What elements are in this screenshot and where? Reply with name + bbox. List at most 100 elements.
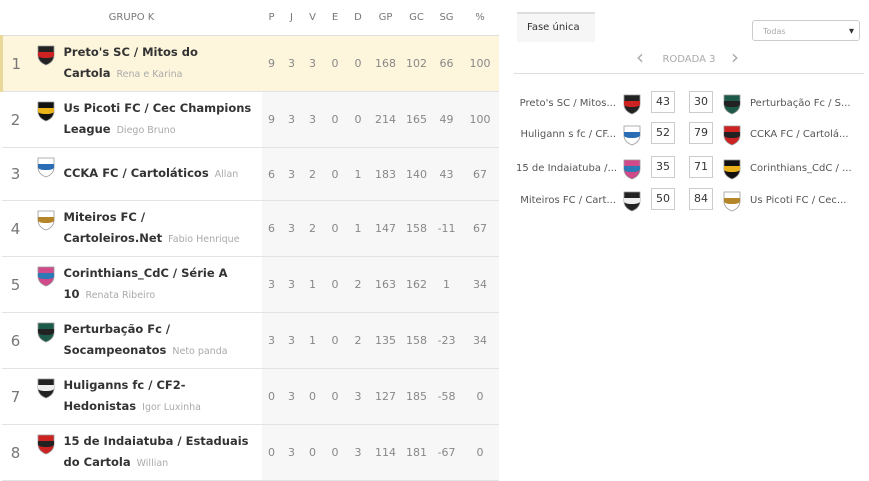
column-header: % — [461, 0, 499, 36]
stat: 2 — [301, 200, 324, 257]
stat: -67 — [431, 424, 462, 481]
stat: 114 — [369, 424, 402, 481]
stat: 34 — [461, 312, 499, 369]
team-text: CCKA FC / Cartoláticos Allan — [36, 163, 258, 185]
page: GRUPO K P J V E D GP GC SG% 1 Preto's SC / Mitos … — [0, 0, 869, 447]
stat: 0 — [323, 200, 347, 257]
stat: 0 — [461, 424, 499, 481]
stat: 0 — [261, 368, 282, 425]
stat: 3 — [281, 200, 302, 257]
owner-name: Willian — [136, 458, 169, 469]
team-name: CCKA FC / Cartoláticos — [63, 166, 209, 180]
team-cell: Corinthians_CdC / Série A 10 Renata Ribei… — [29, 256, 262, 313]
team-cell: Miteiros FC / Cartoleiros.Net Fabio Henri… — [29, 200, 262, 257]
round-panel: Fase única Todas ‹ RODADA 3 › Preto's SC… — [514, 0, 864, 447]
stat: 1 — [346, 200, 370, 257]
column-header: GP — [369, 0, 402, 36]
team-row: 7 Huliganns fc / CF2-Hedonistas Igor Luxin… — [1, 368, 499, 425]
header-row: GRUPO K P J V E D GP GC SG% — [1, 0, 499, 36]
team-crest — [37, 101, 54, 122]
home-team: Huligann s fc / CF... — [520, 129, 616, 140]
team-name: Perturbação Fc / Socampeonatos — [63, 322, 171, 357]
team-row: 1 Preto's SC / Mitos do Cartola Rena e Kar… — [0, 35, 499, 92]
team-name: Preto's SC / Mitos do Cartola — [63, 45, 198, 80]
stat: 183 — [369, 147, 402, 201]
column-header: E — [323, 0, 347, 36]
stat: 0 — [323, 147, 347, 201]
position: 8 — [1, 424, 30, 481]
team-cell: Us Picoti FC / Cec Champions League Diego… — [29, 91, 262, 148]
team-name: Huliganns fc / CF2-Hedonistas — [63, 378, 186, 413]
stat: 1 — [301, 312, 324, 369]
match: Miteiros FC / Cart...50x84Us Picoti FC /… — [514, 188, 864, 214]
position: 5 — [1, 256, 30, 313]
stat: 0 — [461, 368, 499, 425]
stat: 0 — [323, 312, 347, 369]
round-select[interactable]: Todas — [752, 20, 860, 42]
stat: 0 — [323, 35, 347, 92]
match: Huligann s fc / CF...52x79CCKA FC / Cart… — [514, 122, 864, 148]
home-score: 43 — [651, 91, 675, 113]
stat: 127 — [369, 368, 402, 425]
next-arrow[interactable]: › — [731, 45, 739, 69]
away-score: 79 — [689, 122, 713, 144]
stat: 3 — [346, 424, 370, 481]
stat: 67 — [461, 147, 499, 201]
stat: 3 — [281, 147, 302, 201]
away-team: Perturbação Fc / S... — [750, 98, 851, 109]
position: 3 — [1, 147, 30, 201]
stat: 3 — [301, 35, 324, 92]
round-label: RODADA 3 — [662, 54, 716, 65]
stat: 3 — [261, 312, 282, 369]
team-crest — [37, 45, 54, 66]
team-row: 6 Perturbação Fc / Socampeonatos Neto pand… — [1, 312, 499, 369]
team-crest — [37, 210, 54, 231]
stat: 1 — [301, 256, 324, 313]
team-text: Us Picoti FC / Cec Champions League Diego… — [36, 98, 258, 141]
team-text: 15 de Indaiatuba / Estaduais do Cartola W… — [36, 431, 258, 474]
stat: 0 — [301, 424, 324, 481]
position: 2 — [1, 91, 30, 148]
stat: 43 — [431, 147, 462, 201]
away-team: CCKA FC / Cartolá... — [750, 129, 849, 140]
stat: 6 — [261, 147, 282, 201]
team-crest — [37, 378, 54, 399]
owner-name: Allan — [214, 169, 239, 180]
column-header: D — [346, 0, 370, 36]
prev-arrow[interactable]: ‹ — [636, 45, 644, 69]
home-team: Preto's SC / Mitos... — [519, 98, 616, 109]
team-cell: Huliganns fc / CF2-Hedonistas Igor Luxinh… — [29, 368, 262, 425]
team-crest — [37, 434, 54, 455]
team-crest — [37, 157, 54, 178]
owner-name: Diego Bruno — [116, 125, 176, 136]
home-score: 50 — [651, 188, 675, 210]
stat: 100 — [461, 35, 499, 92]
owner-name: Fabio Henrique — [168, 234, 240, 245]
stat: 162 — [401, 256, 432, 313]
team-text: Preto's SC / Mitos do Cartola Rena e Kari… — [36, 42, 258, 85]
column-header: P — [261, 0, 282, 36]
owner-name: Igor Luxinha — [142, 402, 201, 413]
round-nav: ‹ RODADA 3 › — [514, 45, 864, 74]
stat: 3 — [281, 35, 302, 92]
stat: 0 — [323, 368, 347, 425]
away-team: Corinthians_CdC / ... — [750, 163, 852, 174]
team-crest — [623, 94, 641, 115]
owner-name: Rena e Karina — [116, 69, 183, 80]
tab[interactable]: Fase única — [517, 12, 595, 42]
owner-name: Renata Ribeiro — [85, 290, 156, 301]
team-name: Miteiros FC / Cartoleiros.Net — [63, 210, 163, 245]
team-crest — [623, 191, 641, 212]
stat: 9 — [261, 91, 282, 148]
column-header: GC — [401, 0, 432, 36]
home-score: 35 — [651, 156, 675, 178]
stat: 140 — [401, 147, 432, 201]
stat: 3 — [301, 91, 324, 148]
away-score: 84 — [689, 188, 713, 210]
stat: 163 — [369, 256, 402, 313]
stat: 0 — [323, 256, 347, 313]
team-text: Huliganns fc / CF2-Hedonistas Igor Luxinh… — [36, 375, 258, 418]
team-row: 3 CCKA FC / Cartoláticos Allan 6 3 2 0 1 183 140 4… — [1, 147, 499, 201]
match: 15 de Indaiatuba /...35x71Corinthians_Cd… — [514, 156, 864, 182]
stat: 2 — [346, 312, 370, 369]
